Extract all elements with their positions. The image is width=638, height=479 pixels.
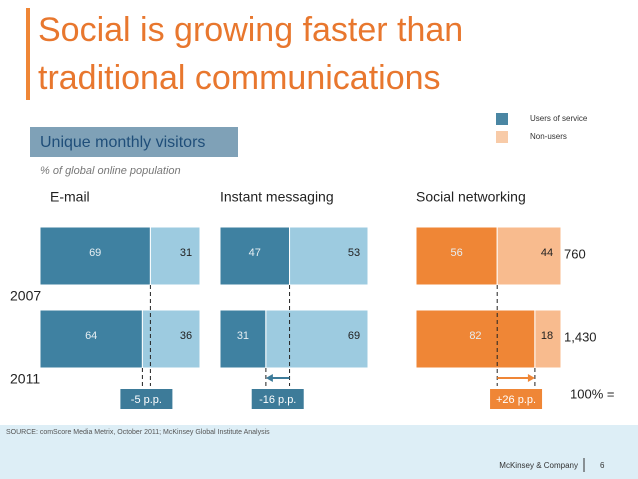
- arrow-head: [265, 374, 273, 382]
- segment-label: 47: [249, 247, 261, 259]
- category-label: 2011: [10, 371, 40, 387]
- title-line: traditional communications: [38, 59, 441, 97]
- segment-label: 36: [180, 330, 192, 342]
- change-label: +26 p.p.: [496, 394, 536, 406]
- page-number: 6: [600, 461, 605, 470]
- totals-caption: 100% =: [570, 386, 614, 401]
- bar-segment: [415, 226, 498, 286]
- bar-segment: [496, 226, 562, 286]
- bar-segment: [219, 226, 291, 286]
- panel-title: Instant messaging: [220, 189, 334, 205]
- bar-segment: [415, 309, 536, 369]
- category-label: 2007: [10, 288, 41, 304]
- bar-segment: [265, 309, 369, 369]
- note: % of global online population: [40, 165, 181, 177]
- segment-label: 53: [348, 247, 360, 259]
- change-badge: [490, 389, 543, 409]
- legend-swatch: [496, 113, 508, 125]
- change-label: -5 p.p.: [131, 394, 162, 406]
- bar-segment: [141, 309, 201, 369]
- bar-segment: [289, 226, 369, 286]
- segment-label: 44: [541, 247, 553, 259]
- bar-segment: [149, 226, 201, 286]
- segment-label: 64: [85, 330, 97, 342]
- bar-segment: [534, 309, 562, 369]
- bar-segment: [39, 309, 143, 369]
- segment-label: 31: [237, 330, 249, 342]
- title-line: Social is growing faster than: [38, 11, 463, 49]
- segment-label: 31: [180, 247, 192, 259]
- panel-title: E-mail: [50, 189, 90, 205]
- source: SOURCE: comScore Media Metrix, October 2…: [6, 429, 270, 436]
- bar-segment: [39, 226, 151, 286]
- subtitle: Unique monthly visitors: [40, 134, 205, 151]
- total-label: 1,430: [564, 329, 597, 344]
- company: McKinsey & Company: [499, 461, 578, 470]
- segment-label: 56: [450, 247, 462, 259]
- panel-title: Social networking: [416, 189, 526, 205]
- segment-label: 69: [89, 247, 101, 259]
- legend-label: Users of service: [530, 114, 588, 123]
- arrow-head: [527, 374, 535, 382]
- change-badge: [251, 389, 304, 409]
- legend-label: Non-users: [530, 132, 567, 141]
- legend-swatch: [496, 131, 508, 143]
- accent-bar: [26, 8, 30, 100]
- segment-label: 18: [541, 330, 553, 342]
- change-badge: [120, 389, 173, 409]
- segment-label: 82: [469, 330, 481, 342]
- subtitle-box: [30, 127, 238, 157]
- segment-label: 69: [348, 330, 360, 342]
- footer-band: [0, 425, 638, 479]
- change-label: -16 p.p.: [259, 394, 296, 406]
- bar-segment: [219, 309, 267, 369]
- total-label: 760: [564, 246, 586, 261]
